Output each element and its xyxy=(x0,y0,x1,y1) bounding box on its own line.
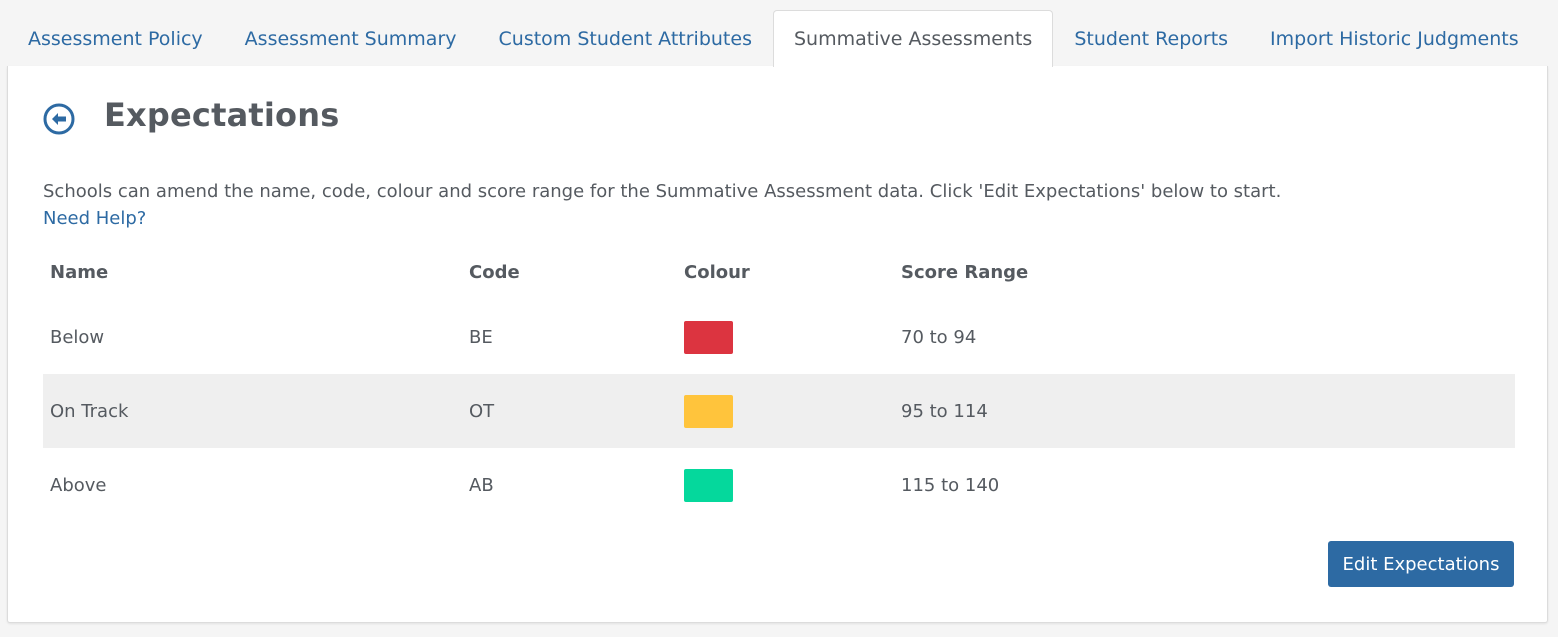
row-score-range: 95 to 114 xyxy=(901,400,988,422)
tab-assessment-policy[interactable]: Assessment Policy xyxy=(28,27,203,50)
table-row: Below BE 70 to 94 xyxy=(43,300,1515,374)
edit-expectations-button[interactable]: Edit Expectations xyxy=(1328,541,1514,587)
arrow-left-circle-icon xyxy=(43,103,75,135)
row-code: OT xyxy=(469,400,495,422)
row-code: BE xyxy=(469,326,493,348)
expectations-table: Name Code Colour Score Range Below BE 70… xyxy=(43,244,1515,522)
header-name: Name xyxy=(50,261,109,283)
header-score-range: Score Range xyxy=(901,261,1029,283)
back-button[interactable] xyxy=(43,103,75,135)
need-help-link[interactable]: Need Help? xyxy=(43,208,147,229)
page-title: Expectations xyxy=(104,96,340,134)
colour-swatch xyxy=(684,468,733,502)
row-colour xyxy=(684,320,733,354)
tab-import-historic-judgments[interactable]: Import Historic Judgments xyxy=(1270,27,1519,50)
tab-summative-assessments[interactable]: Summative Assessments xyxy=(772,10,1054,67)
tab-student-reports[interactable]: Student Reports xyxy=(1074,27,1229,50)
header-colour: Colour xyxy=(684,261,750,283)
row-code: AB xyxy=(469,474,494,496)
expectations-panel: Expectations Schools can amend the name,… xyxy=(7,66,1548,623)
header-code: Code xyxy=(469,261,520,283)
colour-swatch xyxy=(684,320,733,354)
tab-bar: Assessment Policy Assessment Summary Cus… xyxy=(7,10,1548,67)
table-row: On Track OT 95 to 114 xyxy=(43,374,1515,448)
row-name: Above xyxy=(50,474,107,496)
intro-text-block: Schools can amend the name, code, colour… xyxy=(43,178,1503,232)
table-header-row: Name Code Colour Score Range xyxy=(43,244,1515,300)
row-name: On Track xyxy=(50,400,129,422)
row-score-range: 70 to 94 xyxy=(901,326,977,348)
row-colour xyxy=(684,394,733,428)
row-name: Below xyxy=(50,326,105,348)
row-score-range: 115 to 140 xyxy=(901,474,1000,496)
row-colour xyxy=(684,468,733,502)
intro-description: Schools can amend the name, code, colour… xyxy=(43,181,1282,202)
tab-custom-student-attributes[interactable]: Custom Student Attributes xyxy=(498,27,752,50)
table-row: Above AB 115 to 140 xyxy=(43,448,1515,522)
colour-swatch xyxy=(684,394,733,428)
tab-assessment-summary[interactable]: Assessment Summary xyxy=(244,27,457,50)
